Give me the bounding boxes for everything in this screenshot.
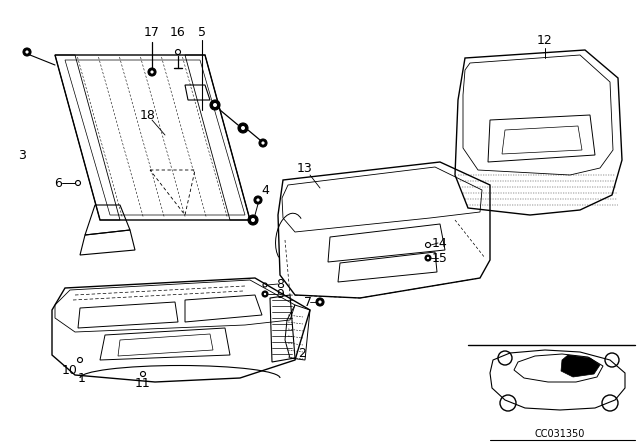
Text: 8: 8 [276,277,284,290]
Circle shape [261,142,264,145]
Circle shape [213,103,217,107]
Text: 13: 13 [297,161,313,175]
Text: 12: 12 [537,34,553,47]
Text: CC031350: CC031350 [535,429,585,439]
Circle shape [241,126,245,130]
Text: 7: 7 [304,296,312,309]
Circle shape [251,218,255,222]
Circle shape [319,301,322,304]
Circle shape [262,291,268,297]
Text: 15: 15 [432,251,448,264]
Text: 14: 14 [432,237,448,250]
Circle shape [26,51,29,54]
Text: 6: 6 [54,177,62,190]
Circle shape [238,123,248,133]
Text: 3: 3 [18,148,26,161]
Text: 10: 10 [62,363,78,376]
Text: 9: 9 [276,288,284,301]
Text: 2: 2 [298,346,306,359]
Circle shape [427,257,429,259]
Circle shape [425,255,431,261]
Circle shape [257,198,260,202]
Polygon shape [561,355,600,377]
Circle shape [316,298,324,306]
Circle shape [254,196,262,204]
Circle shape [148,68,156,76]
Text: 17: 17 [144,26,160,39]
Circle shape [259,139,267,147]
Circle shape [23,48,31,56]
Text: 5: 5 [198,26,206,39]
Circle shape [264,293,266,295]
Circle shape [210,100,220,110]
Circle shape [248,215,258,225]
Text: 1: 1 [78,371,86,384]
Circle shape [150,70,154,73]
Text: 4: 4 [261,184,269,197]
Text: 18: 18 [140,108,156,121]
Text: 11: 11 [135,376,151,389]
Text: 16: 16 [170,26,186,39]
